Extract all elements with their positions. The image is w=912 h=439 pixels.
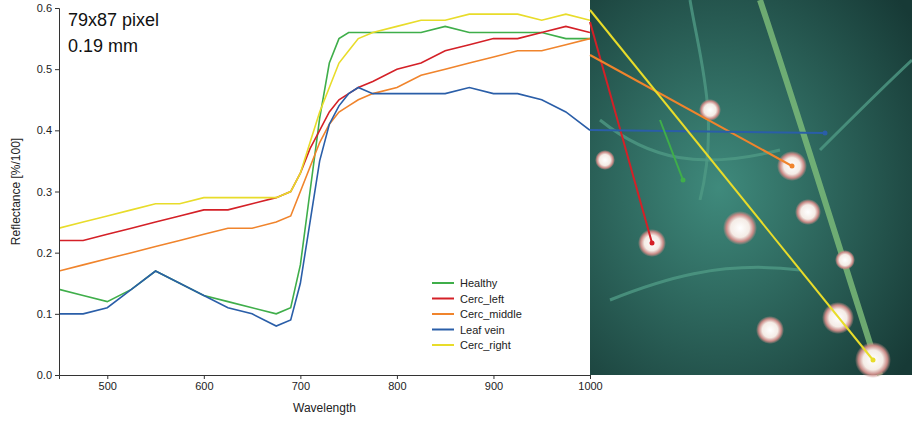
series-line: [59, 88, 590, 327]
leader-dot: [871, 358, 876, 363]
series-line: [59, 39, 590, 271]
leaf-vein-shape: [820, 60, 912, 150]
leader-dot: [790, 164, 795, 169]
legend-label: Leaf vein: [460, 324, 505, 336]
chart: 500 600 700 800 900 1000 0.0 0.1 0.2 0.3 0.4 0.5 0.6…: [0, 0, 912, 439]
x-tick: 700: [292, 375, 310, 392]
plot-lines: [59, 14, 590, 326]
x-tick: 900: [485, 375, 503, 392]
legend-swatch: [432, 313, 454, 315]
annotation: 79x87 pixel: [68, 10, 159, 30]
y-tick-mark: [55, 69, 59, 70]
x-tick-mark: [107, 375, 108, 379]
x-tick: 800: [388, 375, 406, 392]
legend: Healthy Cerc_left Cerc_middle Leaf vein Cerc…: [432, 277, 522, 351]
annotation: 0.19 mm: [68, 36, 138, 56]
photo-background: [590, 0, 912, 375]
x-tick-label: 800: [388, 380, 406, 392]
x-axis-title: Wavelength: [293, 401, 356, 415]
y-tick: 0.0: [37, 369, 59, 381]
x-tick: 600: [195, 375, 213, 392]
y-tick-label: 0.1: [37, 308, 52, 320]
y-tick-mark: [55, 253, 59, 254]
x-tick: 500: [99, 375, 117, 392]
x-tick-label: 900: [485, 380, 503, 392]
lesion-spot: [595, 150, 615, 170]
lesion-spot: [777, 151, 807, 181]
y-tick-mark: [55, 192, 59, 193]
legend-swatch: [432, 344, 454, 346]
x-tick-mark: [300, 375, 301, 379]
y-tick: 0.5: [37, 63, 59, 75]
x-tick-mark: [204, 375, 205, 379]
y-tick-mark: [55, 130, 59, 131]
lesion-spot: [638, 229, 666, 257]
lesion-spot: [756, 316, 784, 344]
legend-label: Healthy: [460, 277, 498, 289]
y-tick-mark: [55, 314, 59, 315]
y-axis-line: [55, 9, 60, 376]
x-tick-mark: [397, 375, 398, 379]
y-tick-label: 0.0: [37, 369, 52, 381]
y-tick: 0.1: [37, 308, 59, 320]
x-tick: 1000: [578, 375, 602, 392]
y-tick-mark: [55, 375, 59, 376]
lesion-spot: [835, 250, 855, 270]
y-tick-label: 0.6: [37, 2, 52, 14]
leader-line: [590, 22, 652, 243]
y-tick-mark: [55, 8, 59, 9]
leader-dot: [650, 241, 655, 246]
y-tick: 0.2: [37, 247, 59, 259]
series-line: [59, 14, 590, 228]
x-tick-label: 1000: [578, 380, 602, 392]
lesion-spot: [723, 211, 757, 245]
y-axis: 0.0 0.1 0.2 0.3 0.4 0.5 0.6: [37, 2, 60, 381]
leaf-vein-shape: [610, 267, 800, 300]
y-tick-label: 0.5: [37, 63, 52, 75]
y-tick-label: 0.3: [37, 186, 52, 198]
legend-label: Cerc_middle: [460, 308, 522, 320]
x-tick-label: 700: [292, 380, 310, 392]
y-tick: 0.4: [37, 124, 59, 136]
y-tick-label: 0.4: [37, 124, 52, 136]
leader-line: [590, 10, 873, 360]
x-axis: 500 600 700 800 900 1000: [60, 375, 603, 392]
photo: [590, 0, 912, 378]
legend-label: Cerc_left: [460, 293, 504, 305]
lesion-spot: [795, 199, 821, 225]
x-tick-mark: [493, 375, 494, 379]
leader-dot: [823, 131, 828, 136]
legend-label: Cerc_right: [460, 339, 511, 351]
lesion-spot: [855, 342, 891, 378]
y-tick: 0.6: [37, 2, 59, 14]
x-tick-label: 600: [195, 380, 213, 392]
leader-line: [590, 130, 825, 133]
x-tick-label: 500: [99, 380, 117, 392]
leader-dot: [681, 178, 686, 183]
y-tick-label: 0.2: [37, 247, 52, 259]
leader-line: [590, 55, 792, 166]
y-axis-title: Reflectance [%/100]: [9, 138, 23, 245]
legend-swatch: [432, 329, 454, 331]
x-axis-line: [60, 376, 591, 380]
series-line: [59, 26, 590, 313]
y-tick: 0.3: [37, 186, 59, 198]
legend-swatch: [432, 298, 454, 300]
legend-swatch: [432, 282, 454, 284]
leader-line: [660, 120, 683, 180]
x-tick-mark: [590, 375, 591, 379]
